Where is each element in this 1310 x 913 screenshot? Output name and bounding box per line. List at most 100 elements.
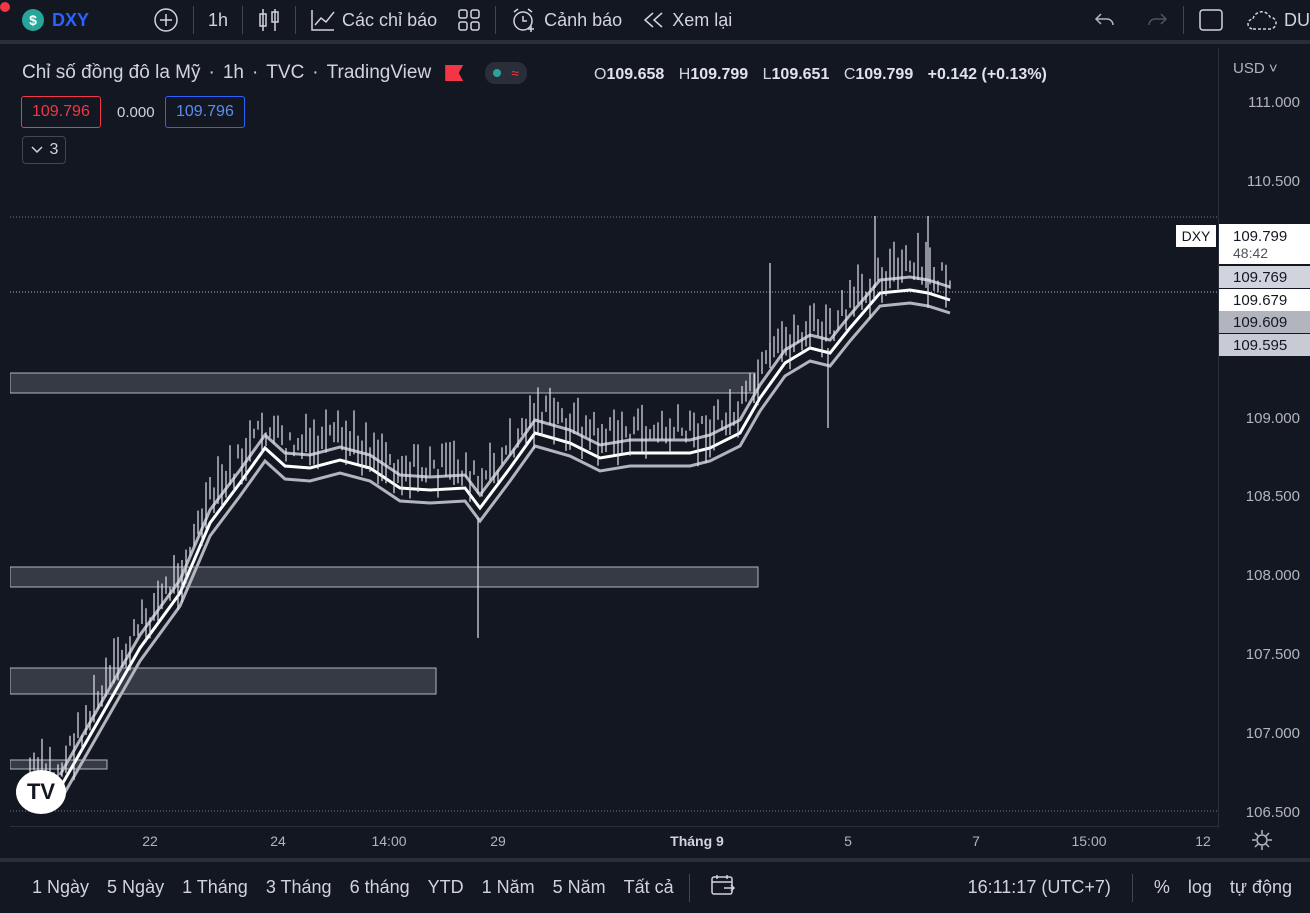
bar-countdown: 48:42 [1233,244,1269,261]
symbol-search[interactable]: $ DXY [0,0,99,42]
range-1m[interactable]: 1 Tháng [182,877,248,897]
legend-dot: · [208,62,215,83]
bid-price-box[interactable]: 109.796 [21,96,101,128]
ohlc-values: O109.658 H109.799 L109.651 C109.799 +0.1… [594,66,1047,84]
price-tick: 108.500 [1245,488,1300,505]
ema-upper-line [58,275,951,776]
goto-date-button[interactable] [694,874,752,901]
ema-lowest-tag: 109.595 [1219,334,1310,356]
redo-button[interactable] [1135,0,1179,42]
price-tick: 110.500 [1246,173,1300,190]
range-3m[interactable]: 3 Tháng [265,877,332,897]
tradingview-logo[interactable]: TV [16,770,66,814]
compare-button[interactable] [143,0,189,42]
price-tick: 111.000 [1248,94,1300,111]
change-value: +0.142 (+0.13%) [927,66,1047,83]
time-tick: 29 [490,833,506,849]
legend-source: TradingView [326,62,432,83]
separator [1183,6,1184,34]
alarm-clock-icon [513,8,535,32]
time-tick: 14:00 [371,833,407,849]
chart-settings-button[interactable] [1250,828,1274,857]
save-cloud-button[interactable]: DU [1234,0,1310,42]
clock-timezone[interactable]: 16:11:17 (UTC+7) [967,877,1111,897]
price-axis[interactable]: USD ˅ 111.000 110.500 109.000 108.500 10… [1218,48,1310,828]
cloud-icon [1247,11,1277,30]
interval-button[interactable]: 1h [208,9,229,30]
alert-label: Cảnh báo [544,9,623,30]
range-5y[interactable]: 5 Năm [552,877,606,897]
ema-lower-tag: 109.609 [1219,311,1310,333]
replay-label: Xem lại [672,9,733,30]
symbol-price-label: DXY [1176,225,1216,247]
low-value: 109.651 [771,66,830,83]
percent-scale-toggle[interactable]: % [1153,877,1170,897]
redo-icon [1148,13,1168,26]
range-ytd[interactable]: YTD [427,877,464,897]
time-tick: 22 [142,833,158,849]
cut-label: DU [1284,9,1310,30]
notification-dot [0,2,10,12]
layouts-button[interactable] [447,0,491,42]
top-toolbar: $ DXY 1h Các chỉ báo Cảnh báo Xem lại [0,0,1310,44]
time-tick: 15:00 [1071,833,1107,849]
chart-pane[interactable] [9,48,1218,828]
high-value: 109.799 [690,66,749,83]
market-status-toggle[interactable]: ≈ [485,62,527,84]
chevron-down-icon [31,146,43,154]
undo-button[interactable] [1083,0,1127,42]
range-6m[interactable]: 6 tháng [349,877,410,897]
indicators-collapse-button[interactable]: 3 [22,136,66,164]
price-tick: 109.000 [1245,410,1300,427]
range-1d[interactable]: 1 Ngày [32,877,90,897]
auto-scale-toggle[interactable]: tự động [1229,877,1292,897]
square-icon [1199,9,1223,31]
undo-icon [1094,13,1114,26]
close-label: C [843,66,856,83]
ema-lower-line [58,301,951,802]
time-axis[interactable]: 22 24 14:00 29 Tháng 9 5 7 15:00 12 [10,826,1218,856]
price-chart[interactable] [9,48,1218,828]
ema-mid-tag: 109.679 [1219,289,1310,311]
low-label: L [762,66,772,83]
log-scale-toggle[interactable]: log [1187,877,1212,897]
currency-selector[interactable]: USD ˅ [1233,60,1278,77]
open-label: O [594,66,607,83]
legend-interval: 1h [222,62,244,83]
high-label: H [678,66,691,83]
ema-mid-line [58,288,951,789]
separator [295,6,297,34]
gear-icon [1252,830,1272,850]
indicators-button[interactable]: Các chỉ báo [300,0,447,42]
legend-exchange: TVC [266,62,305,83]
replay-button[interactable]: Xem lại [632,0,742,42]
ask-price-box[interactable]: 109.796 [165,96,245,128]
close-value: 109.799 [855,66,914,83]
wave-icon: ≈ [511,65,519,81]
legend-dot: · [312,62,319,83]
price-tick: 108.000 [1245,567,1300,584]
price-tick: 106.500 [1245,804,1300,821]
price-tick: 107.500 [1245,646,1300,663]
open-value: 109.658 [606,66,665,83]
chart-type-button[interactable] [247,0,291,42]
spread-value: 0.000 [117,103,155,121]
range-all[interactable]: Tất cả [623,877,674,897]
separator [193,6,195,34]
series-legend[interactable]: Chỉ số đồng đô la Mỹ · 1h · TVC · Tradin… [22,62,527,84]
symbol-name: DXY [52,9,90,30]
fullscreen-button[interactable] [1188,0,1234,42]
ema-upper-tag: 109.769 [1219,266,1310,288]
alert-button[interactable]: Cảnh báo [500,0,632,42]
grid-icon [458,9,480,31]
separator [688,873,690,902]
chart-line-icon [311,10,335,31]
time-tick-month: Tháng 9 [670,833,724,849]
range-5d[interactable]: 5 Ngày [107,877,165,897]
currency-label: USD [1233,60,1265,77]
last-price: 109.799 [1233,227,1288,245]
range-1y[interactable]: 1 Năm [481,877,535,897]
flag-icon[interactable] [445,65,464,81]
zone-rect [9,667,437,695]
